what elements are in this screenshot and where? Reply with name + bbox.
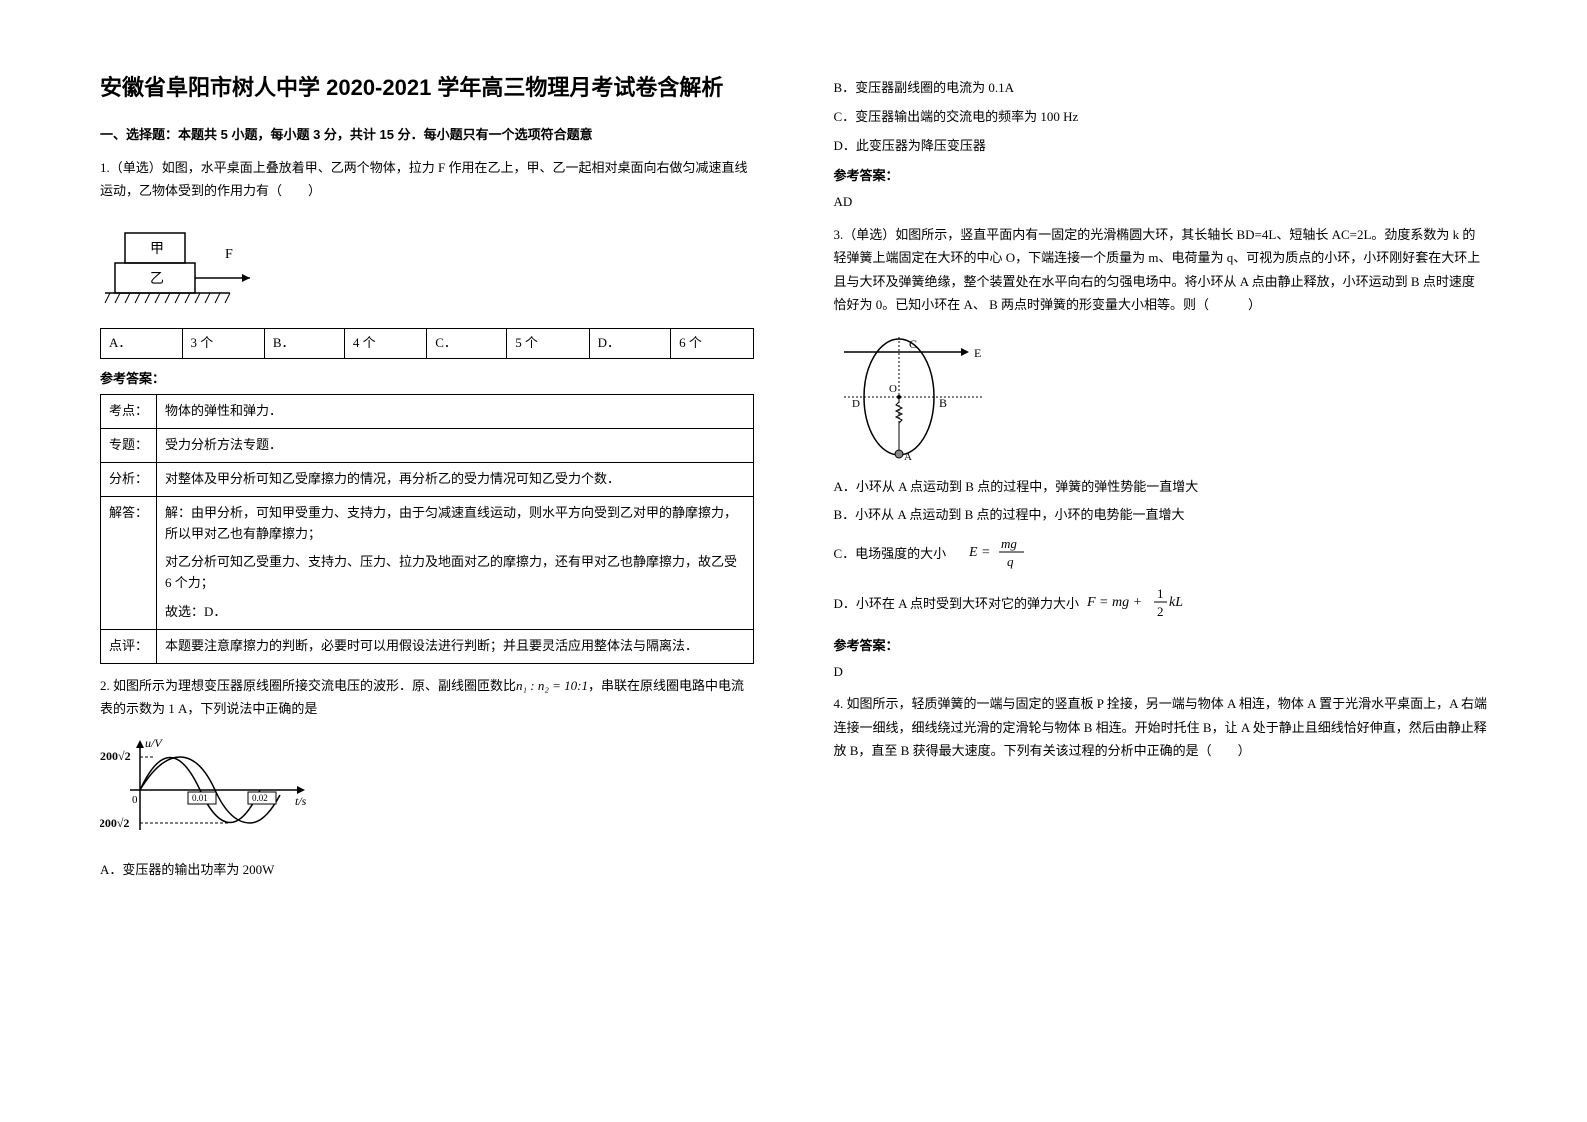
q3-opt-b: B．小环从 A 点运动到 B 点的过程中，小环的电势能一直增大 (834, 505, 1488, 526)
opt-b-val: 4 个 (353, 335, 376, 350)
q2-text-1: 2. 如图所示为理想变压器原线圈所接交流电压的波形．原、副线圈匝数比 (100, 678, 516, 693)
yi-label: 乙 (150, 271, 164, 287)
svg-text:E =: E = (969, 545, 991, 560)
dianping-content: 本题要注意摩擦力的判断，必要时可以用假设法进行判断；并且要灵活应用整体法与隔离法… (157, 629, 753, 663)
q2-opt-a: A．变压器的输出功率为 200W (100, 860, 754, 881)
zhuanti-content: 受力分析方法专题． (157, 429, 753, 463)
opt-d-val: 6 个 (679, 335, 702, 350)
c-label: C (909, 337, 917, 351)
q2-diagram: u/V t/s 200√2 −200√2 0.01 0.02 0 (100, 735, 754, 845)
section-1-header: 一、选择题：本题共 5 小题，每小题 3 分，共计 15 分．每小题只有一个选项… (100, 125, 754, 146)
svg-text:D: D (852, 398, 860, 410)
document-title: 安徽省阜阳市树人中学 2020-2021 学年高三物理月考试卷含解析 (100, 70, 754, 105)
jia-label: 甲 (150, 242, 164, 257)
q3-opt-c: C．电场强度的大小 E = mg q (834, 534, 1488, 576)
opt-b-label: B． (273, 335, 295, 350)
neg-v200-label: −200√2 (100, 816, 129, 830)
svg-text:E: E (974, 346, 981, 360)
opt-a-label: A． (109, 335, 131, 350)
svg-text:1: 1 (1157, 586, 1164, 601)
q2-opt-b: B．变压器副线圈的电流为 0.1A (834, 78, 1488, 99)
ratio-formula: n₁ : n₂ = 10:1 (516, 678, 588, 693)
question-1-text: 1.（单选）如图，水平桌面上叠放着甲、乙两个物体，拉力 F 作用在乙上，甲、乙一… (100, 156, 754, 203)
q3-answer: D (834, 662, 1488, 683)
svg-text:F = mg +: F = mg + (1087, 595, 1142, 610)
svg-text:2: 2 (1157, 604, 1164, 619)
q2-answer: AD (834, 192, 1488, 213)
zhuanti-label: 专题： (101, 429, 157, 463)
q3-opt-d: D．小环在 A 点时受到大环对它的弹力大小 F = mg + 1 2 kL (834, 584, 1488, 626)
answer-label-2: 参考答案： (834, 166, 1488, 187)
question-4-text: 4. 如图所示，轻质弹簧的一端与固定的竖直板 P 拴接，另一端与物体 A 相连，… (834, 692, 1488, 762)
jieda-3: 故选：D． (165, 602, 744, 623)
dianping-label: 点评： (101, 629, 157, 663)
t002-label: 0.02 (252, 793, 268, 803)
uv-label: u/V (145, 736, 163, 750)
opt-a-val: 3 个 (191, 335, 214, 350)
svg-text:0: 0 (132, 794, 138, 806)
t001-label: 0.01 (192, 793, 208, 803)
b-label: B (939, 396, 947, 410)
opt-d-label: D． (598, 335, 620, 350)
ts-label: t/s (295, 794, 307, 808)
q2-opt-d: D．此变压器为降压变压器 (834, 136, 1488, 157)
F-label: F (225, 247, 233, 262)
q1-analysis-table: 考点： 物体的弹性和弹力． 专题： 受力分析方法专题． 分析： 对整体及甲分析可… (100, 394, 754, 663)
o-label: O (889, 383, 897, 395)
opt-c-val: 5 个 (515, 335, 538, 350)
answer-label-3: 参考答案： (834, 636, 1488, 657)
q1-diagram: 甲 乙 F (100, 218, 754, 313)
svg-text:q: q (1007, 554, 1014, 569)
svg-text:A: A (904, 451, 912, 462)
jieda-1: 解：由甲分析，可知甲受重力、支持力，由于匀减速直线运动，则水平方向受到乙对甲的静… (165, 503, 744, 545)
opt-c-label: C． (435, 335, 457, 350)
fenxi-content: 对整体及甲分析可知乙受摩擦力的情况，再分析乙的受力情况可知乙受力个数． (157, 462, 753, 496)
q1-options-table: A． 3 个 B． 4 个 C． 5 个 D． 6 个 (100, 328, 754, 359)
svg-text:kL: kL (1169, 595, 1183, 610)
kaodian-label: 考点： (101, 395, 157, 429)
svg-text:mg: mg (1001, 536, 1017, 551)
jieda-label: 解答： (101, 496, 157, 629)
q3-diagram: C E O B D A (834, 332, 1488, 462)
fenxi-label: 分析： (101, 462, 157, 496)
answer-label-1: 参考答案： (100, 369, 754, 390)
v200-label: 200√2 (100, 749, 131, 763)
e-formula: E = mg q (969, 534, 1029, 576)
kaodian-content: 物体的弹性和弹力． (157, 395, 753, 429)
q3-opt-a: A．小环从 A 点运动到 B 点的过程中，弹簧的弹性势能一直增大 (834, 477, 1488, 498)
q2-opt-c: C．变压器输出端的交流电的频率为 100 Hz (834, 107, 1488, 128)
jieda-2: 对乙分析可知乙受重力、支持力、压力、拉力及地面对乙的摩擦力，还有甲对乙也静摩擦力… (165, 552, 744, 594)
question-3-text: 3.（单选）如图所示，竖直平面内有一固定的光滑椭圆大环，其长轴长 BD=4L、短… (834, 223, 1488, 317)
f-formula: F = mg + 1 2 kL (1087, 584, 1207, 626)
question-2-text: 2. 如图所示为理想变压器原线圈所接交流电压的波形．原、副线圈匝数比n₁ : n… (100, 674, 754, 721)
